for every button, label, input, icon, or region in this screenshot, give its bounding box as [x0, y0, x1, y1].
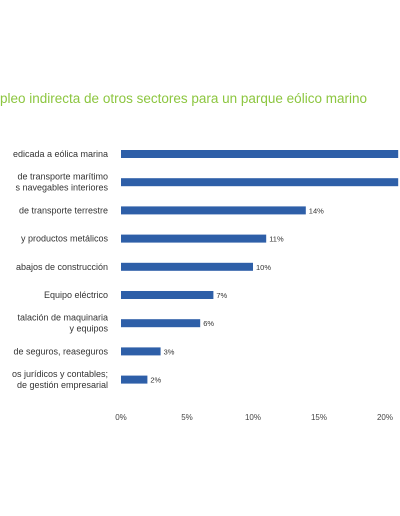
- category-label: de transporte marítimo: [17, 172, 108, 182]
- data-label: 11%: [269, 235, 284, 244]
- category-label: y productos metálicos: [21, 234, 109, 244]
- x-tick-label: 15%: [311, 413, 327, 422]
- category-label: de transporte terrestre: [19, 205, 108, 215]
- bar: [121, 375, 148, 384]
- data-label: 7%: [216, 291, 227, 300]
- data-label: 3%: [164, 347, 175, 356]
- bar: [121, 347, 161, 356]
- x-tick-label: 5%: [181, 413, 193, 422]
- bar: [121, 206, 306, 215]
- chart-title: pleo indirecta de otros sectores para un…: [0, 91, 367, 106]
- bar: [121, 262, 253, 271]
- data-label: 10%: [256, 263, 271, 272]
- bar: [121, 319, 201, 328]
- x-tick-label: 20%: [377, 413, 393, 422]
- data-label: 14%: [309, 206, 324, 215]
- category-label: de gestión empresarial: [17, 380, 108, 390]
- x-tick-label: 0%: [115, 413, 127, 422]
- category-label: y equipos: [69, 324, 108, 334]
- data-label: 6%: [203, 319, 214, 328]
- category-label: s navegables interiores: [15, 183, 108, 193]
- category-label: abajos de construcción: [16, 262, 108, 272]
- category-label: talación de maquinaria: [17, 313, 108, 323]
- bar: [121, 234, 267, 243]
- bar: [121, 178, 399, 187]
- x-tick-label: 10%: [245, 413, 261, 422]
- category-label: edicada a eólica marina: [13, 149, 108, 159]
- bar: [121, 150, 399, 158]
- data-label: 2%: [150, 376, 161, 385]
- category-label: os jurídicos y contables;: [12, 369, 108, 379]
- category-label: de seguros, reaseguros: [13, 346, 108, 356]
- category-label: Equipo eléctrico: [44, 290, 108, 300]
- bar: [121, 291, 214, 299]
